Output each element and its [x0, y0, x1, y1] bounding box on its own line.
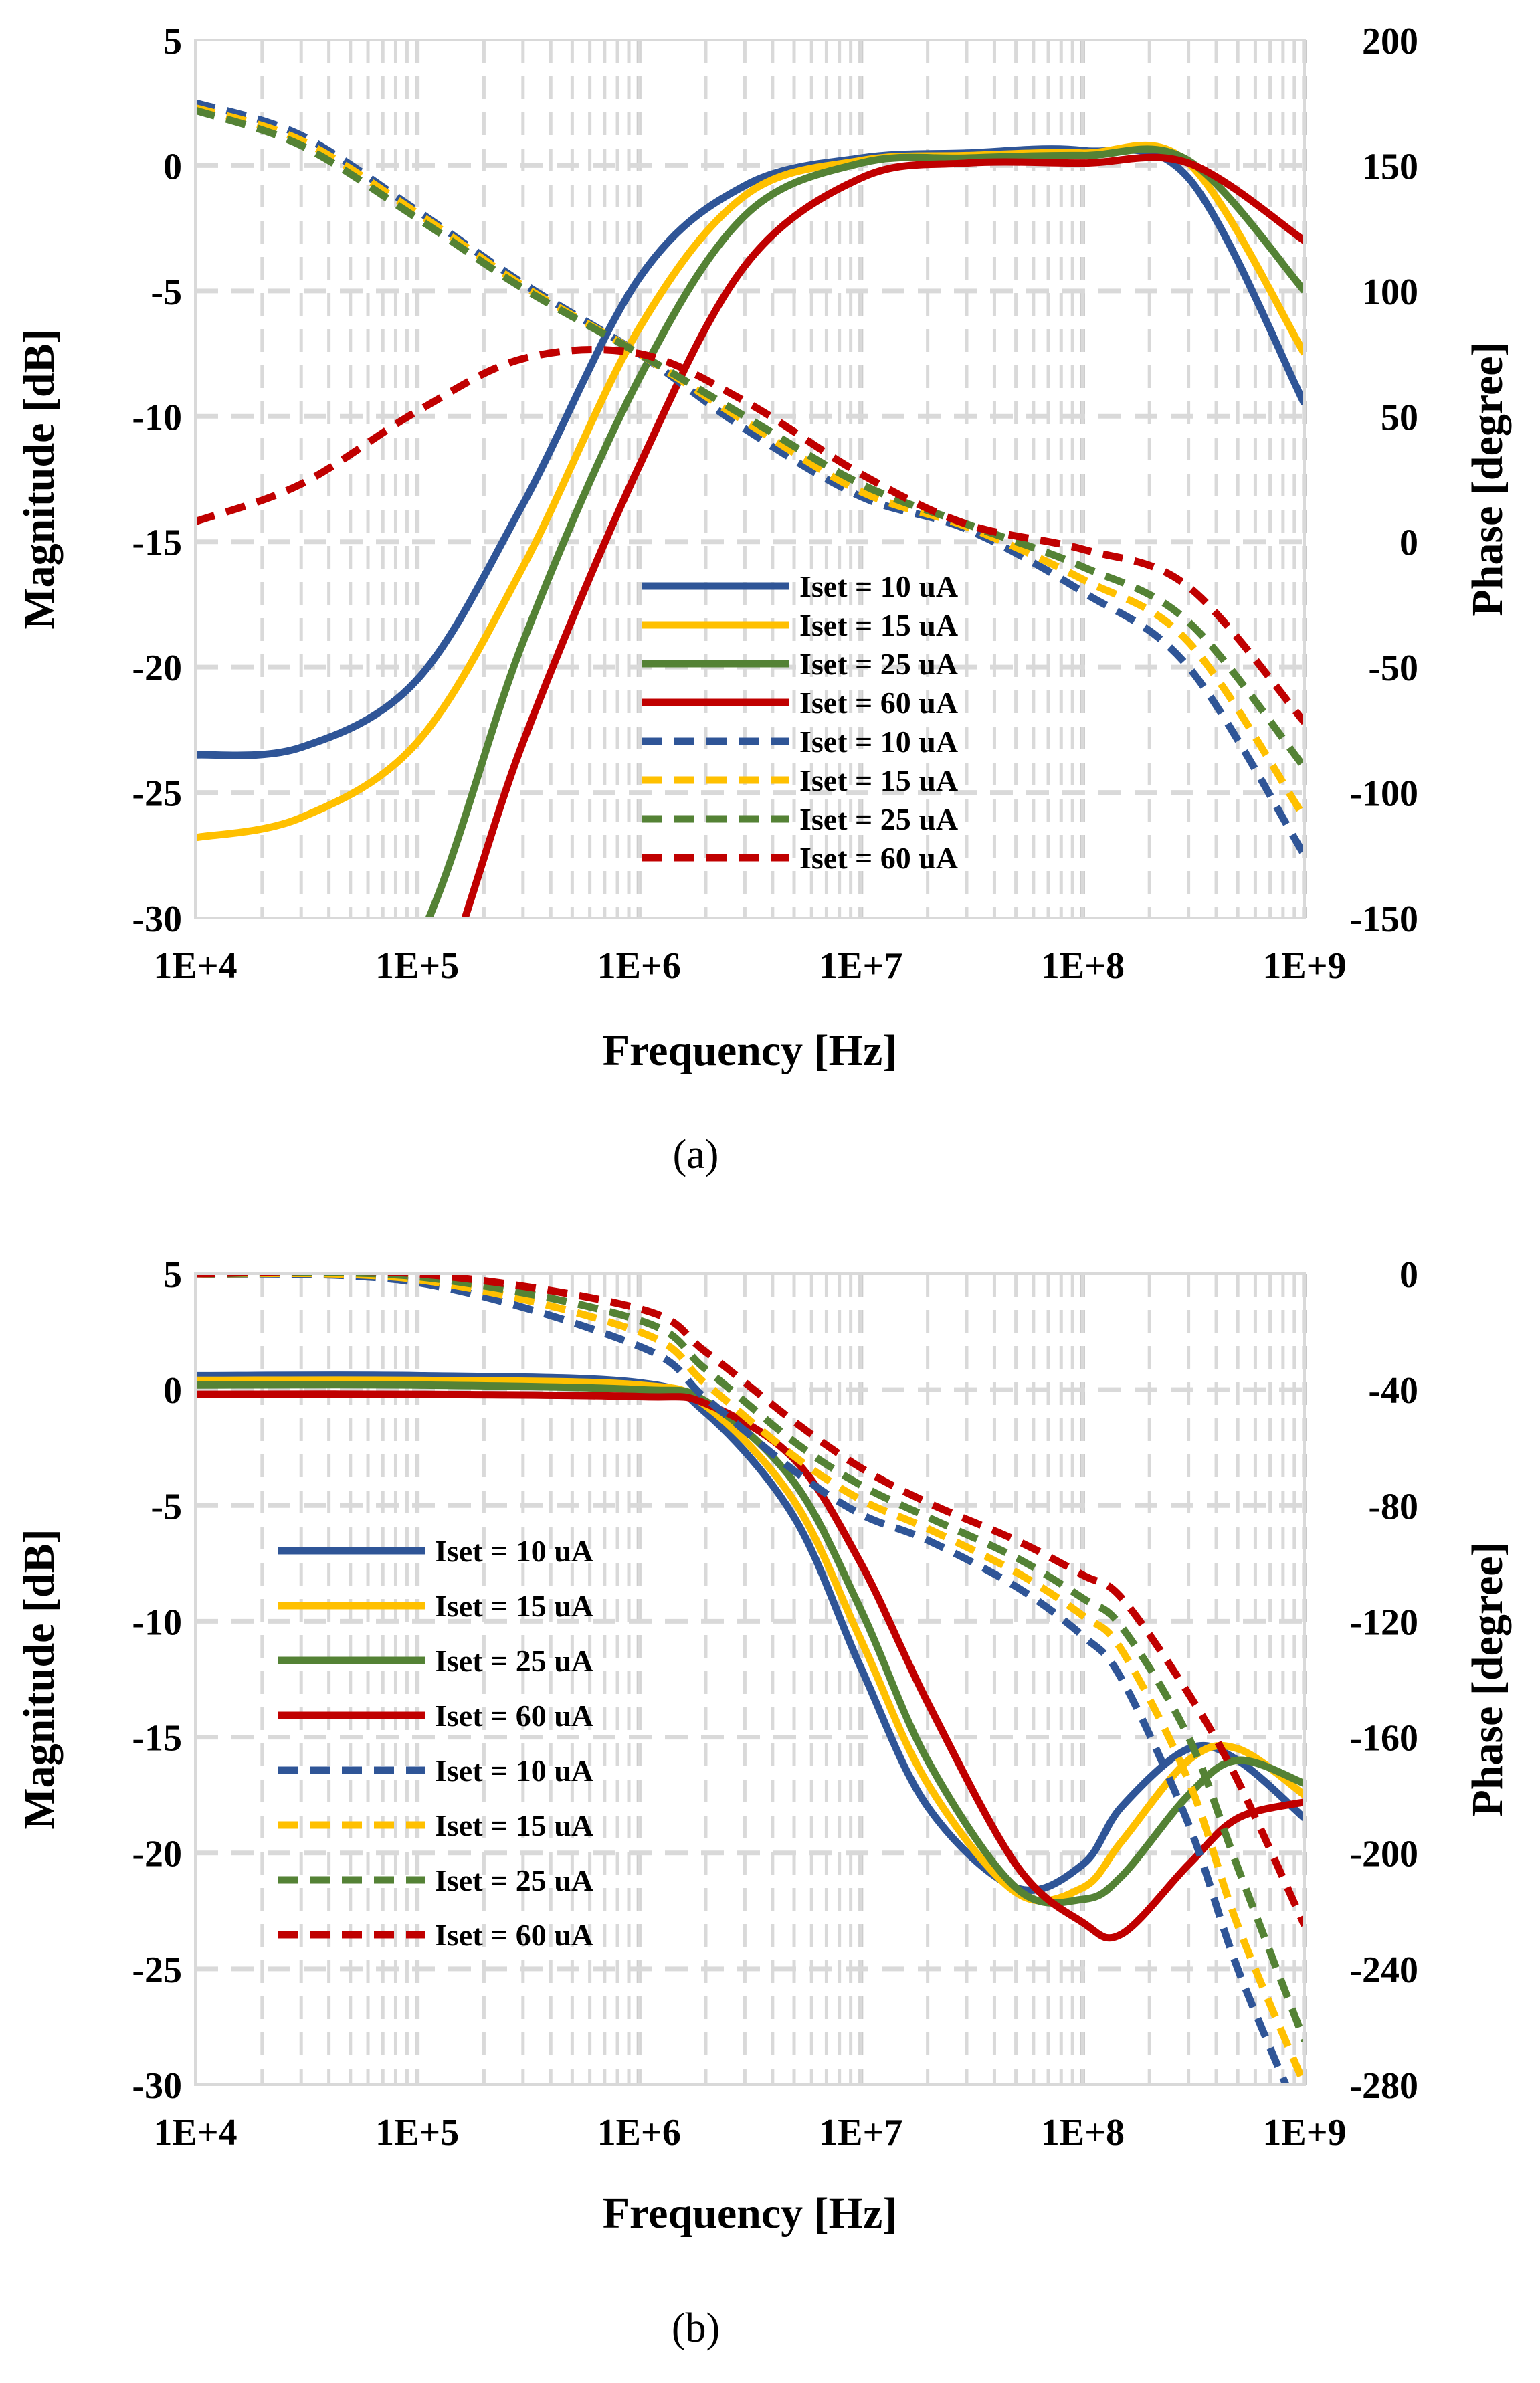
- legend-label: Iset = 10 uA: [435, 1534, 593, 1568]
- x-tick-label: 1E+6: [597, 2112, 681, 2154]
- legend-label: Iset = 25 uA: [435, 1863, 593, 1897]
- y-axis-left-title-a: Magnitude [dB]: [15, 328, 64, 629]
- y-right-tick-label: -80: [1368, 1486, 1418, 1527]
- x-axis-title-b: Frequency [Hz]: [603, 2189, 898, 2238]
- legend-label: Iset = 15 uA: [435, 1808, 593, 1842]
- tick-labels-a: 1E+4 1E+5 1E+6 1E+7 1E+8 1E+950-5-10-15-20-25…: [132, 21, 1418, 987]
- x-tick-label: 1E+8: [1041, 2112, 1125, 2154]
- x-tick-label: 1E+5: [375, 2112, 459, 2154]
- tick-labels-b: 1E+4 1E+5 1E+6 1E+7 1E+8 1E+9 5 0 -5 -10 -15 -20 -25…: [132, 1254, 1418, 2154]
- y-left-tick-label: -20: [132, 648, 182, 689]
- y-right-tick-label: 150: [1362, 146, 1418, 187]
- y-right-tick-label: 0: [1400, 1254, 1418, 1296]
- y-right-tick-label: -100: [1349, 773, 1418, 815]
- y-axis-right-title-a: Phase [degree]: [1463, 341, 1512, 616]
- series-layer-b: [195, 1274, 1305, 2085]
- plot-frame-b: [194, 1272, 1306, 2086]
- x-tick-label: 1E+4: [153, 945, 237, 987]
- legend-label: Iset = 10 uA: [435, 1753, 593, 1788]
- legend-label: Iset = 25 uA: [435, 1644, 593, 1678]
- legend-label: Iset = 60 uA: [799, 841, 958, 875]
- series-line-magnitude-1: [195, 1376, 1305, 1905]
- chart-panel-b: 1E+4 1E+5 1E+6 1E+7 1E+8 1E+9 5 0 -5 -10 -15 -20 -25…: [15, 1254, 1512, 2351]
- y-left-tick-label: 0: [163, 146, 182, 187]
- legend-a: Iset = 10 uA Iset = 15 uA Iset = 25 uA Iset…: [642, 569, 958, 875]
- legend-label: Iset = 10 uA: [799, 569, 958, 603]
- y-left-tick-label: -20: [132, 1834, 182, 1875]
- y-left-tick-label: -10: [132, 397, 182, 438]
- y-left-tick-label: 0: [163, 1370, 182, 1412]
- series-line-magnitude-0: [195, 1371, 1305, 1895]
- legend-label: Iset = 60 uA: [435, 1918, 593, 1952]
- y-left-tick-label: -15: [132, 522, 182, 564]
- series-line-phase-5: [195, 1274, 1305, 2085]
- x-tick-label: 1E+4: [153, 2112, 237, 2154]
- series-layer-a: [195, 99, 1305, 918]
- y-right-tick-label: -240: [1349, 1949, 1418, 1991]
- y-right-tick-label: 100: [1362, 272, 1418, 313]
- series-line-phase-7: [195, 1274, 1305, 1927]
- legend-label: Iset = 25 uA: [799, 647, 958, 681]
- series-line-phase-5: [195, 104, 1305, 820]
- y-left-tick-label: -25: [132, 1949, 182, 1991]
- y-left-tick-label: -30: [132, 2065, 182, 2107]
- y-left-tick-label: -25: [132, 773, 182, 815]
- panel-label-b: (b): [672, 2305, 720, 2351]
- y-left-tick-label: -5: [151, 1486, 182, 1527]
- legend-label: Iset = 15 uA: [435, 1589, 593, 1623]
- y-right-tick-label: 50: [1381, 397, 1418, 438]
- legend-label: Iset = 60 uA: [435, 1699, 593, 1733]
- legend-label: Iset = 10 uA: [799, 725, 958, 759]
- x-tick-label: 1E+6: [597, 945, 681, 987]
- series-line-magnitude-2: [425, 145, 1305, 918]
- y-right-tick-label: -50: [1368, 648, 1418, 689]
- x-tick-label: 1E+9: [1262, 2112, 1346, 2154]
- y-left-tick-label: -15: [132, 1718, 182, 1759]
- plot-frame-a: [194, 39, 1306, 919]
- x-tick-label: 1E+5: [375, 945, 459, 987]
- y-right-tick-label: 0: [1400, 522, 1418, 564]
- x-axis-title-a: Frequency [Hz]: [603, 1026, 898, 1075]
- x-tick-label: 1E+7: [819, 945, 902, 987]
- legend-label: Iset = 60 uA: [799, 686, 958, 720]
- legend-b: Iset = 10 uA Iset = 15 uA Iset = 25 uA Iset…: [278, 1534, 593, 1952]
- y-left-tick-label: -5: [151, 272, 182, 313]
- series-line-phase-7: [195, 346, 1305, 725]
- y-axis-right-title-b: Phase [degree]: [1463, 1541, 1512, 1816]
- legend-label: Iset = 15 uA: [799, 608, 958, 642]
- chart-panel-a: 1E+4 1E+5 1E+6 1E+7 1E+8 1E+950-5-10-15-20-25…: [15, 21, 1512, 1177]
- y-left-tick-label: 5: [163, 1254, 182, 1296]
- legend-label: Iset = 15 uA: [799, 763, 958, 797]
- y-right-tick-label: -40: [1368, 1370, 1418, 1412]
- y-right-tick-label: -160: [1349, 1718, 1418, 1759]
- y-right-tick-label: 200: [1362, 21, 1418, 62]
- y-left-tick-label: -10: [132, 1602, 182, 1643]
- series-line-magnitude-3: [195, 1390, 1305, 1942]
- series-line-magnitude-1: [195, 141, 1305, 842]
- y-right-tick-label: -120: [1349, 1602, 1418, 1643]
- series-line-magnitude-2: [195, 1381, 1305, 1907]
- x-tick-label: 1E+9: [1262, 945, 1346, 987]
- panel-label-a: (a): [673, 1132, 719, 1177]
- series-line-phase-6: [195, 1274, 1305, 2043]
- y-left-tick-label: 5: [163, 21, 182, 62]
- y-right-tick-label: -200: [1349, 1834, 1418, 1875]
- x-tick-label: 1E+7: [819, 2112, 902, 2154]
- x-tick-label: 1E+8: [1041, 945, 1125, 987]
- y-left-tick-label: -30: [132, 898, 182, 940]
- series-line-phase-4: [195, 99, 1305, 858]
- series-line-phase-4: [195, 1274, 1290, 2085]
- y-axis-left-title-b: Magnitude [dB]: [15, 1529, 64, 1829]
- y-right-tick-label: -280: [1349, 2065, 1418, 2107]
- y-right-tick-label: -150: [1349, 898, 1418, 940]
- legend-label: Iset = 25 uA: [799, 802, 958, 836]
